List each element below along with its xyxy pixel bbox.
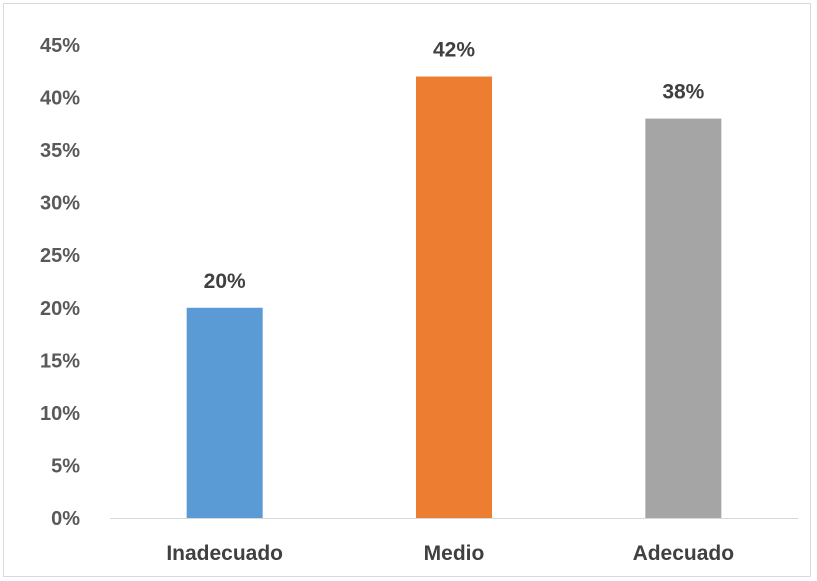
y-tick-label: 45% bbox=[40, 35, 80, 57]
x-axis: Inadecuado Medio Adecuado bbox=[166, 542, 734, 565]
y-tick-label: 35% bbox=[40, 140, 80, 162]
x-category-label: Medio bbox=[424, 542, 485, 565]
y-tick-label: 10% bbox=[40, 403, 80, 425]
x-category-label: Inadecuado bbox=[166, 542, 283, 565]
y-tick-label: 30% bbox=[40, 193, 80, 215]
data-label: 42% bbox=[433, 39, 475, 62]
data-labels: 20% 42% 38% bbox=[204, 39, 705, 293]
bars bbox=[186, 76, 722, 519]
y-tick-label: 20% bbox=[40, 298, 80, 320]
data-label: 20% bbox=[204, 270, 246, 293]
bar-inadecuado bbox=[186, 307, 263, 518]
y-tick-label: 25% bbox=[40, 245, 80, 267]
bar-medio bbox=[416, 76, 492, 519]
data-label: 38% bbox=[662, 81, 704, 104]
y-tick-label: 40% bbox=[40, 88, 80, 110]
y-tick-label: 0% bbox=[51, 508, 80, 530]
x-category-label: Adecuado bbox=[633, 542, 735, 565]
y-tick-label: 5% bbox=[51, 455, 80, 477]
bar-adecuado bbox=[645, 118, 722, 519]
y-axis: 0% 5% 10% 15% 20% 25% 30% 35% 40% 45% bbox=[40, 35, 80, 530]
y-tick-label: 15% bbox=[40, 350, 80, 372]
